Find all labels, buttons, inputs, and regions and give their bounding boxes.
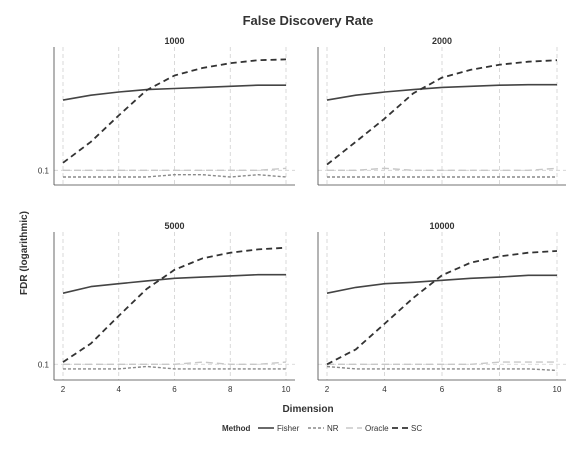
- facet-panel-5000: 5000 0.1 2 4 6 8 10: [38, 221, 295, 394]
- x-tick-label: 8: [228, 385, 233, 394]
- facet-panel-2000: 2000: [317, 36, 566, 186]
- legend-label-sc: SC: [411, 424, 422, 433]
- series-line-sc: [62, 246, 287, 363]
- facet-title: 2000: [432, 36, 452, 46]
- x-tick-label: 2: [325, 385, 330, 394]
- facet-title: 5000: [164, 221, 184, 231]
- x-axis-label: Dimension: [282, 404, 333, 415]
- series-line-fisher: [326, 274, 557, 294]
- x-tick-label: 10: [282, 385, 291, 394]
- series-line-sc: [326, 59, 558, 166]
- series-line-oracle: [327, 167, 558, 172]
- legend-label-nr: NR: [327, 424, 339, 433]
- x-tick-label: 6: [440, 385, 445, 394]
- chart-title: False Discovery Rate: [243, 13, 374, 28]
- x-tick-label: 6: [172, 385, 177, 394]
- series-line-nr: [326, 365, 558, 372]
- x-tick-label: 10: [553, 385, 562, 394]
- series-line-nr: [63, 365, 286, 370]
- series-line-oracle: [63, 361, 287, 365]
- series-line-nr: [63, 173, 287, 178]
- x-tick-label: 4: [117, 385, 122, 394]
- series-line-oracle: [63, 167, 287, 172]
- legend: Method Fisher NR Oracle SC: [222, 424, 422, 433]
- facet-title: 1000: [164, 36, 184, 46]
- series-line-sc: [326, 250, 558, 366]
- y-tick-label: 0.1: [38, 166, 50, 175]
- series-line-fisher: [326, 83, 557, 101]
- y-axis-label: FDR (logarithmic): [19, 211, 30, 295]
- legend-title: Method: [222, 424, 251, 433]
- series-line-oracle: [327, 361, 557, 365]
- panels-group: 1000 0.1 2000 5000 0.1 2 4 6 8 10 10000 2 4 6 8 10: [38, 36, 566, 394]
- legend-label-fisher: Fisher: [277, 424, 300, 433]
- x-tick-label: 8: [497, 385, 502, 394]
- series-line-fisher: [62, 84, 286, 101]
- facet-panel-1000: 1000 0.1: [38, 36, 295, 186]
- legend-label-oracle: Oracle: [365, 424, 389, 433]
- x-tick-label: 2: [61, 385, 66, 394]
- series-line-fisher: [62, 273, 286, 294]
- series-line-sc: [62, 58, 287, 164]
- facet-title: 10000: [429, 221, 454, 231]
- facet-panel-10000: 10000 2 4 6 8 10: [317, 221, 566, 394]
- x-tick-label: 4: [382, 385, 387, 394]
- y-tick-label: 0.1: [38, 360, 50, 369]
